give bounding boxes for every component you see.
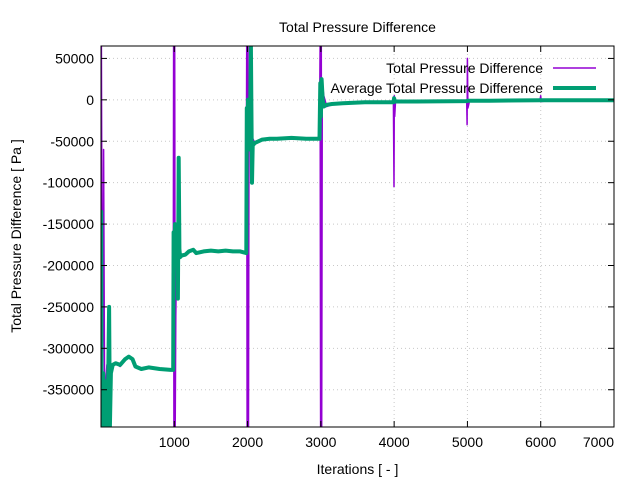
x-tick-label: 2000: [232, 434, 263, 450]
legend-label: Total Pressure Difference: [386, 60, 543, 76]
x-tick-label: 7000: [583, 434, 614, 450]
series-layer: [101, 46, 614, 427]
y-tick-label: -100000: [43, 175, 95, 191]
y-tick-label: -200000: [43, 257, 95, 273]
ticks: [101, 46, 615, 427]
chart-title: Total Pressure Difference: [279, 19, 436, 35]
x-tick-label: 5000: [452, 434, 483, 450]
x-axis-label: Iterations [ - ]: [317, 461, 399, 477]
y-tick-label: -350000: [43, 382, 95, 398]
x-tick-label: 4000: [379, 434, 410, 450]
x-tick-label: 1000: [159, 434, 190, 450]
y-tick-label: 0: [86, 92, 94, 108]
y-tick-label: -150000: [43, 216, 95, 232]
legend-label: Average Total Pressure Difference: [331, 80, 544, 96]
x-tick-label: 6000: [525, 434, 556, 450]
y-tick-label: 50000: [55, 50, 94, 66]
grid: [101, 46, 615, 427]
average-total-pressure-difference-line: [101, 46, 614, 427]
y-axis-label: Total Pressure Difference [ Pa ]: [8, 139, 24, 333]
y-tick-label: -300000: [43, 340, 95, 356]
legend: Total Pressure Difference Average Total P…: [331, 60, 596, 96]
y-tick-label: -250000: [43, 299, 95, 315]
tick-labels: 1000 2000 3000 4000 5000 6000 7000 50000 0 -50000…: [43, 50, 615, 450]
plot-frame: [100, 45, 615, 428]
y-tick-label: -50000: [50, 133, 94, 149]
x-tick-label: 3000: [305, 434, 336, 450]
